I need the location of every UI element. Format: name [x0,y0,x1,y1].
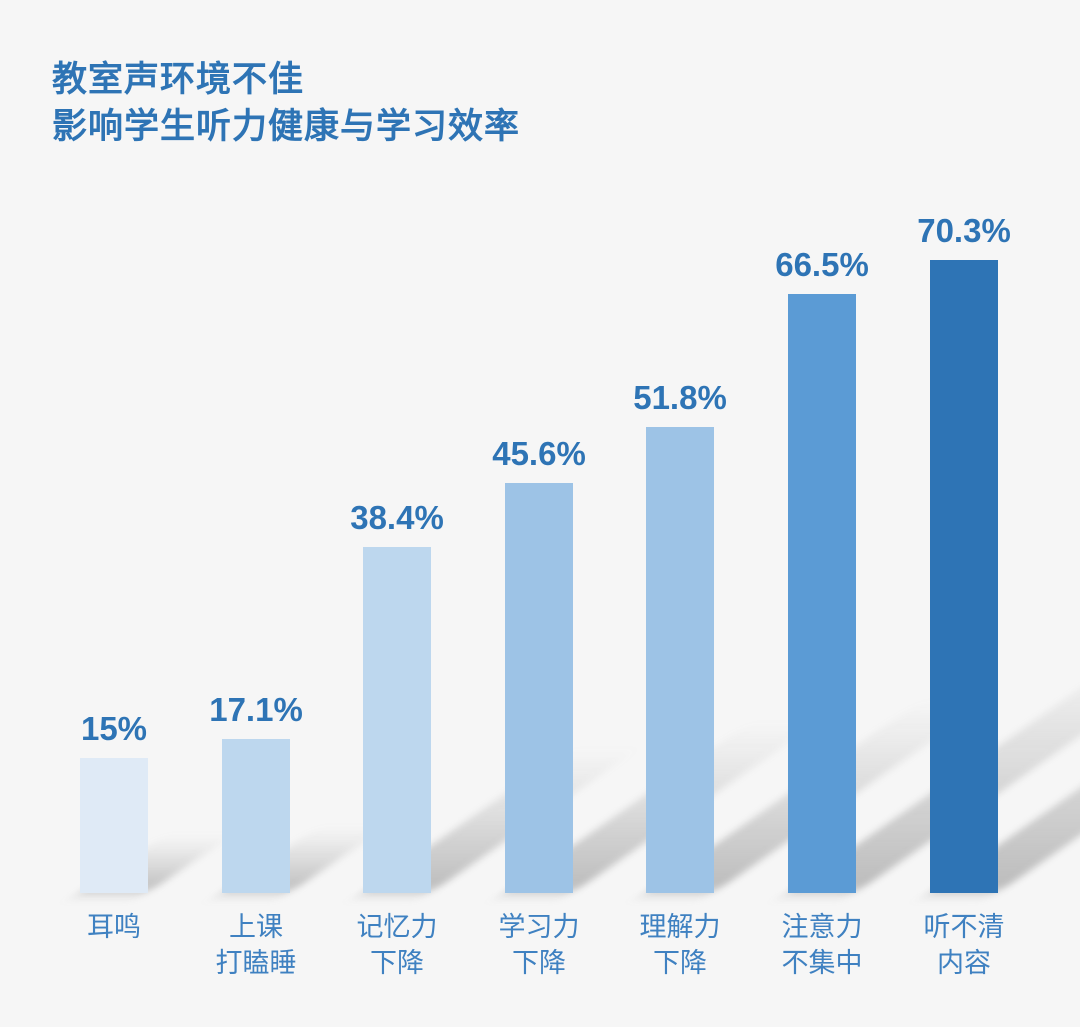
value-label: 70.3% [917,212,1011,249]
category-label-line2: 下降 [512,948,566,978]
category-label: 学习力 下降 [499,909,580,981]
category-label-line2: 打瞌睡 [215,948,297,978]
category-label-line2: 内容 [937,948,991,978]
bar [930,260,998,893]
value-label: 66.5% [775,246,869,283]
category-label-line1: 耳鸣 [87,912,141,942]
category-label-line1: 理解力 [639,912,721,942]
bar [505,483,573,893]
bar-group-erming: 15% 耳鸣 [80,710,254,942]
category-label-line1: 上课 [229,912,283,942]
value-label: 15% [80,710,148,747]
bar [646,427,714,893]
bar [788,294,856,893]
category-label-line1: 听不清 [923,912,1005,942]
value-label: 45.6% [492,435,586,472]
bar [80,758,148,893]
bar-group-dakeshui: 17.1% 上课 打瞌睡 [209,691,412,978]
bar-group-lijieli: 51.8% 理解力 下降 [633,379,1080,978]
bar-group-jiyili: 38.4% 记忆力 下降 [350,499,703,978]
category-label: 上课 打瞌睡 [216,909,297,981]
category-label: 理解力 下降 [640,909,721,981]
chart-title-line2: 影响学生听力健康与学习效率 [52,107,521,146]
bar-group-xuexili: 45.6% 学习力 下降 [492,435,896,978]
value-label: 38.4% [350,499,444,536]
category-label-line2: 不集中 [781,948,863,978]
category-label-line2: 下降 [653,948,707,978]
bar [222,739,290,893]
bar-group-zhuyili: 66.5% 注意力 不集中 [775,246,1080,978]
category-label: 听不清 内容 [924,909,1005,981]
category-label-line2: 下降 [370,948,424,978]
category-label: 耳鸣 [87,909,141,945]
category-label-line1: 学习力 [498,912,580,942]
category-label-line1: 注意力 [781,912,863,942]
category-label: 注意力 不集中 [782,909,863,981]
chart-title: 教室声环境不佳 影响学生听力健康与学习效率 [52,56,520,150]
value-label: 51.8% [633,379,727,416]
category-label-line1: 记忆力 [356,912,438,942]
value-label: 17.1% [209,691,303,728]
chart-title-line1: 教室声环境不佳 [52,60,305,99]
bar [363,547,431,893]
category-label: 记忆力 下降 [357,909,438,981]
bar-group-tingbuqing: 70.3% 听不清 内容 [917,212,1080,978]
